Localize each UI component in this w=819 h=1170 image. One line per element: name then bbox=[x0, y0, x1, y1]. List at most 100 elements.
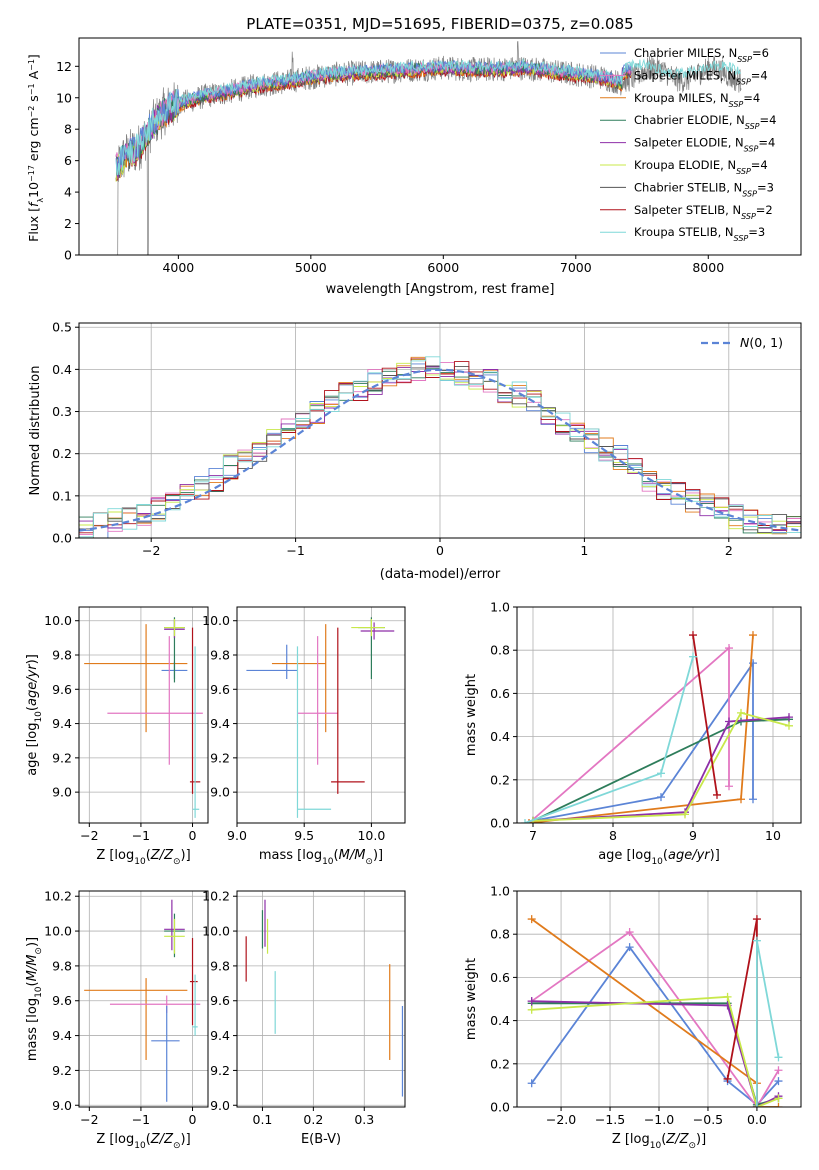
error-bar-point bbox=[192, 646, 200, 818]
y-tick-label: 1.0 bbox=[490, 884, 510, 899]
y-tick-label: 9.2 bbox=[52, 750, 72, 765]
figure-title: PLATE=0351, MJD=51695, FIBERID=0375, z=0… bbox=[246, 15, 633, 33]
x-tick-label: 10 bbox=[765, 828, 781, 843]
x-tick-label: 1 bbox=[580, 543, 588, 558]
y-tick-label: 9.4 bbox=[52, 1028, 72, 1043]
x-axis-label-part: Z/Z bbox=[150, 1132, 174, 1147]
legend-label-num: =3 bbox=[748, 225, 765, 239]
legend-label-name: Kroupa MILES, N bbox=[634, 91, 729, 105]
plus-marker bbox=[749, 795, 757, 804]
x-axis-label: age [log10(age/yr)] bbox=[598, 848, 720, 867]
error-bar-point bbox=[331, 627, 365, 794]
y-tick-label: 10.2 bbox=[202, 889, 230, 904]
mass-weight-line bbox=[756, 940, 780, 1107]
y-axis-label-part: )] bbox=[25, 937, 40, 947]
plot-area bbox=[115, 40, 742, 255]
y-tick-label: 0.2 bbox=[52, 446, 72, 461]
y-tick-label: 0.6 bbox=[490, 970, 510, 985]
plot-area bbox=[527, 915, 783, 1107]
x-tick-label: 2 bbox=[725, 543, 733, 558]
legend-label-sub: SSP bbox=[744, 144, 759, 153]
plus-marker bbox=[713, 790, 721, 799]
y-tick-label: 10.0 bbox=[44, 924, 72, 939]
x-axis-label-part: 10 bbox=[322, 857, 334, 867]
legend-label: Salpeter ELODIE, NSSP=4 bbox=[634, 136, 775, 154]
legend-label-name: Kroupa ELODIE, N bbox=[634, 158, 736, 172]
y-tick-label: 9.6 bbox=[52, 682, 72, 697]
y-axis-label-part: −1 bbox=[27, 83, 36, 95]
y-tick-label: 0.6 bbox=[490, 686, 510, 701]
mass-weight-line bbox=[531, 1000, 779, 1107]
error-bar-point bbox=[164, 619, 185, 637]
x-tick-label: −2.0 bbox=[546, 1112, 576, 1127]
plus-marker bbox=[527, 997, 536, 1006]
x-tick-label: 0.0 bbox=[747, 1112, 767, 1127]
axes-frame bbox=[236, 890, 406, 1108]
y-tick-label: 0.2 bbox=[490, 1056, 510, 1071]
x-axis-label-part: age/yr bbox=[668, 848, 711, 863]
error-bar-point bbox=[164, 918, 185, 954]
y-tick-label: 9.6 bbox=[210, 993, 230, 1008]
plus-marker bbox=[527, 915, 536, 924]
y-tick-label: 9.2 bbox=[210, 750, 230, 765]
panel-spectrum: 4000 5000 6000 7000 8000 0 2 4 6 8 10 12 Chabrier MI… bbox=[26, 37, 802, 297]
x-axis-label: E(B-V) bbox=[301, 1132, 341, 1147]
mass-weight-line bbox=[532, 716, 790, 822]
legend-label-sub: SSP bbox=[729, 99, 744, 108]
y-axis-label-part: f bbox=[26, 201, 41, 207]
mass-weight-line bbox=[531, 995, 779, 1107]
plot-area bbox=[521, 631, 793, 823]
error-bar-point bbox=[360, 622, 395, 640]
legend-label-sub: SSP bbox=[736, 77, 751, 86]
plus-marker bbox=[725, 644, 733, 653]
x-tick-label: −2 bbox=[80, 1112, 98, 1127]
plot-area bbox=[246, 617, 395, 818]
x-axis-label-part: Z [log bbox=[96, 1132, 134, 1147]
model-spectrum-line bbox=[115, 64, 632, 182]
y-axis-label-part: λ bbox=[36, 198, 45, 203]
x-tick-label: −1 bbox=[132, 828, 150, 843]
x-axis-label-part: 10 bbox=[650, 1141, 662, 1151]
y-axis-label-part: mass [log bbox=[25, 998, 40, 1061]
panel-mass-vs-EBV: 0.1 0.2 0.3 9.0 9.2 9.4 9.6 9.8 10.0 10.2 E(B-V) bbox=[202, 889, 406, 1147]
plot-area bbox=[84, 899, 201, 1102]
panel-age-vs-mass: 9.0 9.5 10.0 9.0 9.2 9.4 9.6 9.8 10.0 mass [log10… bbox=[202, 606, 406, 867]
legend-label-name: Chabrier MILES, N bbox=[634, 46, 737, 60]
x-axis-label: Z [log10(Z/Z⊙)] bbox=[612, 1132, 706, 1151]
legend-label-sub: SSP bbox=[734, 234, 749, 243]
x-axis-label-part: )] bbox=[373, 848, 383, 863]
legend-label-name: Chabrier ELODIE, N bbox=[634, 113, 745, 127]
y-tick-label: 9.6 bbox=[52, 993, 72, 1008]
plus-marker bbox=[689, 631, 697, 640]
plus-marker bbox=[521, 819, 529, 823]
y-tick-label: 9.0 bbox=[52, 785, 72, 800]
error-bar-point bbox=[151, 1005, 180, 1102]
model-spectrum-line bbox=[115, 57, 742, 176]
error-bar-point bbox=[84, 978, 188, 1060]
error-bar-point bbox=[271, 624, 327, 733]
legend: N(0, 1) bbox=[701, 335, 783, 350]
x-axis-label-part: Z [log bbox=[96, 848, 134, 863]
legend-label: Kroupa ELODIE, NSSP=4 bbox=[634, 158, 768, 176]
y-tick-label: 9.8 bbox=[210, 648, 230, 663]
y-tick-label: 6 bbox=[64, 153, 72, 168]
plot-area bbox=[245, 899, 404, 1097]
y-tick-label: 0.4 bbox=[490, 729, 510, 744]
x-tick-label: 10.0 bbox=[357, 828, 385, 843]
y-axis-label: Flux [fλ10−17 erg cm−2 s−1 A−1] bbox=[26, 54, 45, 242]
panel-age-vs-Z: −2 −1 09.09.29.49.69.810.0Z [log10(Z/Z⊙)]a… bbox=[25, 606, 209, 867]
legend-label-sub: SSP bbox=[745, 122, 760, 131]
legend-label-name: Salpeter STELIB, N bbox=[634, 203, 741, 217]
error-bar-point bbox=[297, 636, 338, 765]
error-bar-point bbox=[189, 938, 198, 1026]
y-axis-label-part: age/yr bbox=[25, 663, 40, 706]
x-axis-label: mass [log10(M/M⊙)] bbox=[259, 848, 383, 867]
y-tick-label: 0.0 bbox=[52, 531, 72, 546]
y-axis-label-part: )] bbox=[25, 654, 40, 664]
legend-label-num: =2 bbox=[756, 203, 773, 217]
y-axis-label: mass weight bbox=[464, 958, 479, 1040]
y-axis-label-part: 10 bbox=[26, 182, 41, 198]
error-bar-point bbox=[246, 644, 298, 679]
legend-label-sub: SSP bbox=[741, 211, 756, 220]
